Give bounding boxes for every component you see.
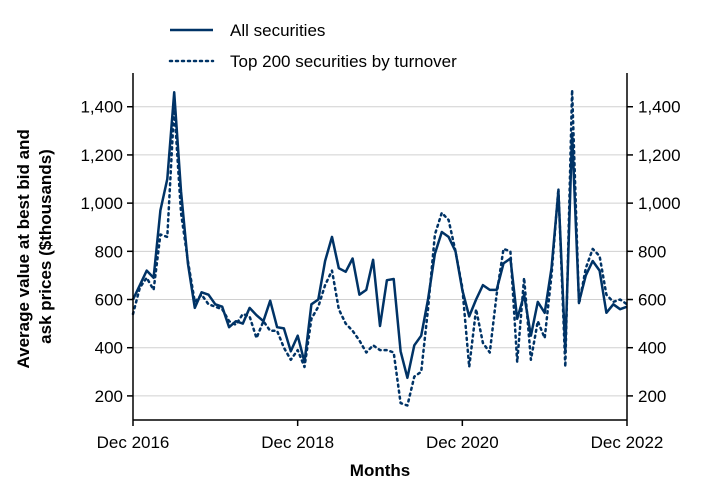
y-tick-label-right: 1,200: [638, 146, 681, 165]
y-tick-label-right: 600: [638, 291, 666, 310]
grid-lines: [133, 106, 627, 397]
y-tick-label-left: 200: [95, 387, 123, 406]
y-axis-title-line-2: ask prices ($thousands): [36, 149, 55, 344]
series-layer: [131, 88, 629, 407]
y-tick-label-right: 200: [638, 387, 666, 406]
y-tick-label-left: 1,000: [80, 194, 123, 213]
y-tick-label-right: 800: [638, 242, 666, 261]
x-tick-label: Dec 2020: [426, 433, 499, 452]
y-tick-label-left: 1,200: [80, 146, 123, 165]
axes: [132, 73, 628, 421]
x-axis-title: Months: [350, 461, 410, 480]
series-line-top-200: [131, 88, 629, 407]
series-line-all-securities: [131, 91, 628, 380]
y-ticks: 200 200 400 400 600 600 800 800 1,000 1,000 1,200 1…: [80, 98, 680, 406]
legend: All securities Top 200 securities by tur…: [168, 21, 457, 71]
y-tick-label-left: 800: [95, 242, 123, 261]
x-ticks: Dec 2016 Dec 2018 Dec 2020 Dec 2022: [97, 420, 664, 452]
y-tick-label-left: 400: [95, 339, 123, 358]
y-axis-title-line-1: Average value at best bid and: [14, 129, 33, 368]
y-tick-label-right: 1,400: [638, 98, 681, 117]
legend-label-top-200: Top 200 securities by turnover: [230, 52, 457, 71]
y-tick-label-right: 400: [638, 339, 666, 358]
x-tick-label: Dec 2018: [261, 433, 334, 452]
y-tick-label-left: 1,400: [80, 98, 123, 117]
legend-label-all-securities: All securities: [230, 21, 325, 40]
y-tick-label-left: 600: [95, 291, 123, 310]
x-tick-label: Dec 2022: [591, 433, 664, 452]
y-tick-label-right: 1,000: [638, 194, 681, 213]
y-axis-title: Average value at best bid and ask prices…: [14, 124, 55, 368]
x-tick-label: Dec 2016: [97, 433, 170, 452]
